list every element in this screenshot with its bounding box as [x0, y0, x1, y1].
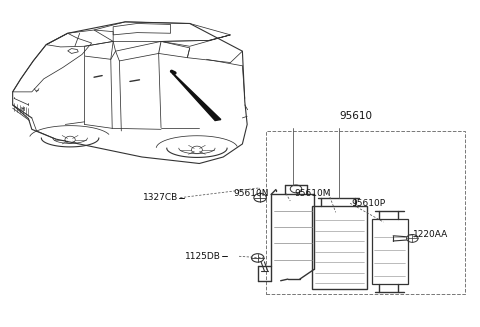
Text: 95610: 95610 [339, 111, 372, 121]
Text: 1327CB: 1327CB [143, 193, 178, 202]
Text: H: H [20, 107, 24, 112]
Text: 1220AA: 1220AA [413, 230, 448, 239]
Bar [372, 219, 408, 284]
Polygon shape [172, 73, 221, 121]
Text: 95610N: 95610N [233, 189, 269, 198]
Bar [312, 206, 367, 289]
Bar [266, 131, 465, 294]
Text: 95610M: 95610M [294, 189, 331, 198]
Text: 95610P: 95610P [351, 199, 385, 208]
Text: 1125DB: 1125DB [185, 252, 221, 261]
